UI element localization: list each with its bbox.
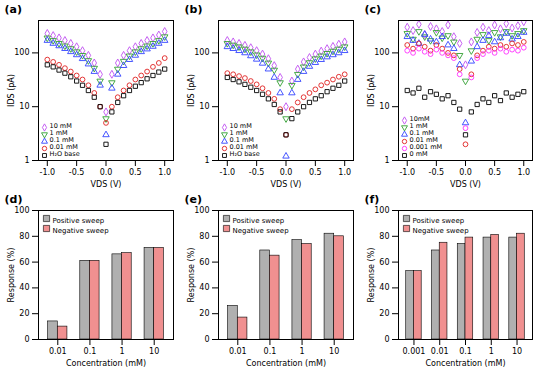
svg-text:0 mM: 0 mM	[410, 150, 428, 158]
svg-text:1 mM: 1 mM	[229, 128, 248, 137]
svg-text:0.0: 0.0	[280, 168, 293, 177]
svg-text:0.1: 0.1	[84, 347, 97, 356]
svg-text:0: 0	[384, 335, 389, 344]
svg-text:H₂O base: H₂O base	[230, 150, 260, 158]
svg-text:20: 20	[379, 309, 389, 318]
svg-text:0.1 mM: 0.1 mM	[229, 135, 254, 144]
svg-text:1: 1	[120, 347, 125, 356]
svg-text:1: 1	[384, 156, 389, 165]
svg-text:1: 1	[300, 347, 305, 356]
svg-text:0.5: 0.5	[488, 168, 501, 177]
svg-text:Negative sweep: Negative sweep	[233, 227, 290, 235]
svg-text:Response (%): Response (%)	[7, 248, 16, 303]
svg-text:80: 80	[19, 232, 29, 241]
svg-text:60: 60	[199, 258, 209, 267]
svg-text:0.01 mM: 0.01 mM	[409, 135, 438, 144]
svg-text:10 mM: 10 mM	[49, 121, 72, 130]
svg-text:40: 40	[19, 283, 29, 292]
svg-text:0.5: 0.5	[129, 168, 142, 177]
svg-text:10: 10	[379, 102, 389, 111]
svg-text:100: 100	[374, 48, 389, 57]
svg-text:Response (%): Response (%)	[187, 248, 196, 303]
svg-text:Positive sweep: Positive sweep	[53, 217, 105, 225]
svg-text:(f): (f)	[365, 193, 380, 206]
svg-text:Concentration (mM): Concentration (mM)	[425, 359, 505, 368]
svg-text:Concentration (mM): Concentration (mM)	[246, 359, 326, 368]
svg-text:0.01: 0.01	[49, 347, 67, 356]
svg-text:IDS (pA): IDS (pA)	[367, 74, 376, 107]
svg-text:-1.0: -1.0	[219, 168, 235, 177]
svg-text:VDS (V): VDS (V)	[91, 180, 122, 189]
svg-text:(a): (a)	[5, 3, 22, 16]
svg-text:1: 1	[24, 156, 29, 165]
svg-text:80: 80	[379, 232, 389, 241]
svg-text:IDS (pA): IDS (pA)	[187, 74, 196, 107]
svg-text:10 mM: 10 mM	[229, 121, 252, 130]
svg-text:(b): (b)	[185, 3, 203, 16]
svg-text:0.0: 0.0	[459, 168, 472, 177]
svg-text:20: 20	[19, 309, 29, 318]
svg-text:VDS (V): VDS (V)	[271, 180, 302, 189]
svg-text:Concentration (mM): Concentration (mM)	[66, 359, 146, 368]
svg-text:10: 10	[19, 102, 29, 111]
svg-text:60: 60	[379, 258, 389, 267]
svg-text:Response (%): Response (%)	[367, 248, 376, 303]
svg-text:1 mM: 1 mM	[409, 121, 428, 130]
svg-text:-0.5: -0.5	[429, 168, 445, 177]
svg-text:Negative sweep: Negative sweep	[413, 227, 470, 235]
svg-text:40: 40	[379, 283, 389, 292]
svg-text:100: 100	[194, 206, 209, 215]
svg-text:100: 100	[374, 206, 389, 215]
svg-text:Positive sweep: Positive sweep	[413, 217, 465, 225]
svg-text:0.1 mM: 0.1 mM	[49, 135, 74, 144]
svg-text:(c): (c)	[365, 3, 382, 16]
svg-text:0: 0	[204, 335, 209, 344]
svg-text:1.0: 1.0	[517, 168, 530, 177]
svg-text:100: 100	[14, 48, 29, 57]
svg-text:0.1 mM: 0.1 mM	[409, 128, 434, 137]
svg-text:0.01 mM: 0.01 mM	[229, 142, 258, 151]
svg-text:0.1: 0.1	[459, 347, 472, 356]
svg-text:100: 100	[194, 48, 209, 57]
svg-text:VDS (V): VDS (V)	[450, 180, 481, 189]
svg-text:-0.5: -0.5	[69, 168, 85, 177]
svg-text:0.001: 0.001	[403, 347, 426, 356]
svg-text:80: 80	[199, 232, 209, 241]
svg-text:(e): (e)	[185, 193, 203, 206]
svg-text:20: 20	[199, 309, 209, 318]
svg-text:0.5: 0.5	[309, 168, 322, 177]
svg-text:60: 60	[19, 258, 29, 267]
svg-text:0.001 mM: 0.001 mM	[409, 142, 443, 151]
svg-text:0.0: 0.0	[100, 168, 113, 177]
svg-text:0.01: 0.01	[431, 347, 449, 356]
svg-text:0.1: 0.1	[264, 347, 277, 356]
svg-text:IDS (pA): IDS (pA)	[7, 74, 16, 107]
svg-text:0.01: 0.01	[229, 347, 247, 356]
svg-text:100: 100	[14, 206, 29, 215]
svg-text:Negative sweep: Negative sweep	[53, 227, 110, 235]
svg-text:1 mM: 1 mM	[49, 128, 68, 137]
svg-text:1: 1	[204, 156, 209, 165]
svg-text:-1.0: -1.0	[39, 168, 55, 177]
svg-text:10mM: 10mM	[409, 114, 430, 123]
svg-text:Positive sweep: Positive sweep	[233, 217, 285, 225]
svg-text:10: 10	[199, 102, 209, 111]
svg-text:1.0: 1.0	[158, 168, 171, 177]
svg-text:1: 1	[489, 347, 494, 356]
svg-text:0: 0	[24, 335, 29, 344]
svg-text:-0.5: -0.5	[249, 168, 265, 177]
svg-text:10: 10	[512, 347, 522, 356]
svg-text:10: 10	[149, 347, 159, 356]
svg-text:10: 10	[329, 347, 339, 356]
svg-text:0.01 mM: 0.01 mM	[49, 142, 78, 151]
svg-text:(d): (d)	[5, 193, 23, 206]
svg-text:H₂O base: H₂O base	[50, 150, 80, 158]
svg-text:40: 40	[199, 283, 209, 292]
svg-text:1.0: 1.0	[338, 168, 351, 177]
svg-text:-1.0: -1.0	[399, 168, 415, 177]
